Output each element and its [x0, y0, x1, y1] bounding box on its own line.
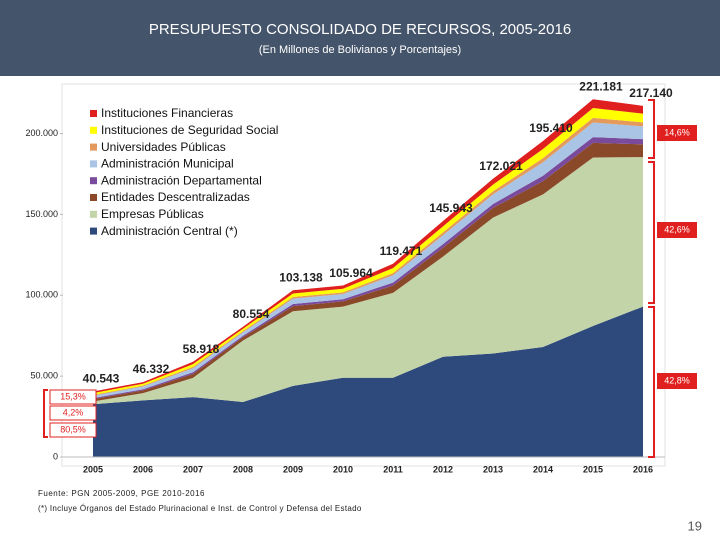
legend-swatch: [90, 194, 97, 201]
annotation: 15,3%: [60, 391, 86, 401]
legend-swatch: [90, 160, 97, 168]
x-tick-label: 2005: [83, 464, 103, 474]
y-tick-label: 50.000: [30, 371, 58, 381]
legend-swatch: [90, 210, 97, 218]
y-tick-label: 0: [53, 451, 58, 461]
annotation-box: [657, 373, 697, 389]
y-tick-label: 100.000: [25, 290, 58, 300]
total-label: 58.918: [183, 342, 220, 356]
total-label: 40.543: [83, 372, 120, 386]
y-tick-label: 200.000: [25, 128, 58, 138]
total-label: 172.021: [479, 159, 523, 173]
area: [93, 107, 643, 395]
bracket: [648, 306, 655, 458]
area: [93, 157, 643, 405]
x-tick-label: 2012: [433, 464, 453, 474]
total-label: 46.332: [133, 362, 170, 376]
x-tick-label: 2008: [233, 464, 253, 474]
legend-label: Empresas Públicas: [101, 207, 204, 221]
header-band: [0, 0, 720, 76]
chart-subtitle: (En Millones de Bolivianos y Porcentajes…: [259, 44, 461, 56]
area: [93, 122, 643, 399]
annotation-box: [657, 222, 697, 238]
source: Fuente: PGN 2005-2009, PGE 2010-2016: [38, 489, 205, 498]
plot-frame: [61, 83, 666, 467]
area: [93, 306, 643, 457]
annotation-box: [49, 389, 97, 405]
total-label: 80.554: [233, 307, 270, 321]
x-tick-label: 2013: [483, 464, 503, 474]
x-tick-label: 2015: [583, 464, 603, 474]
total-label: 217.140: [629, 86, 673, 100]
annotation: 42,8%: [664, 375, 690, 385]
legend-swatch: [90, 126, 97, 134]
legend-swatch: [90, 227, 97, 235]
total-label: 221.181: [579, 79, 623, 93]
legend-label: Instituciones Financieras: [101, 106, 233, 120]
annotation: 80,5%: [60, 424, 86, 434]
bracket: [648, 99, 655, 159]
x-tick-label: 2011: [383, 464, 403, 474]
legend-label: Administración Departamental: [101, 173, 262, 187]
page-number: 19: [688, 518, 702, 533]
legend-swatch: [90, 110, 97, 117]
total-label: 105.964: [329, 266, 373, 280]
legend-label: Universidades Públicas: [101, 140, 226, 154]
y-tick-label: 150.000: [25, 209, 58, 219]
total-label: 119.471: [380, 244, 423, 258]
annotation: 4,2%: [63, 407, 84, 417]
legend-label: Instituciones de Seguridad Social: [101, 123, 278, 137]
area: [93, 99, 643, 394]
total-label: 145.943: [429, 201, 473, 215]
x-tick-label: 2007: [183, 464, 203, 474]
bracket: [43, 389, 48, 438]
area: [93, 142, 643, 402]
annotation-box: [49, 405, 97, 421]
note: (*) Incluye Órganos del Estado Plurinaci…: [38, 504, 362, 513]
annotation-box: [49, 422, 97, 438]
legend-label: Entidades Descentralizadas: [101, 190, 250, 204]
legend-label: Administración Central (*): [101, 224, 238, 238]
x-tick-label: 2014: [533, 464, 553, 474]
annotation-box: [657, 125, 697, 141]
legend-swatch: [90, 177, 97, 185]
chart-title: PRESUPUESTO CONSOLIDADO DE RECURSOS, 200…: [149, 21, 571, 38]
total-label: 103.138: [279, 270, 323, 284]
legend-label: Administración Municipal: [101, 157, 234, 171]
bracket: [648, 161, 655, 304]
legend-swatch: [90, 143, 97, 151]
annotation: 14,6%: [664, 127, 690, 137]
annotation: 42,6%: [664, 224, 690, 234]
total-label: 195.410: [529, 121, 573, 135]
x-tick-label: 2006: [133, 464, 153, 474]
x-tick-label: 2016: [633, 464, 653, 474]
x-tick-label: 2010: [333, 464, 353, 474]
x-tick-label: 2009: [283, 464, 303, 474]
